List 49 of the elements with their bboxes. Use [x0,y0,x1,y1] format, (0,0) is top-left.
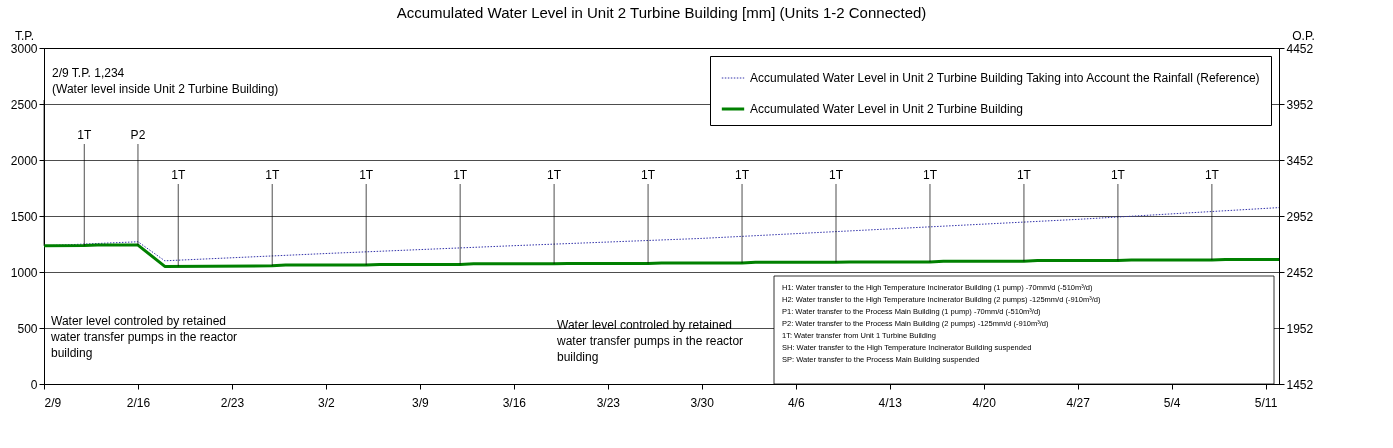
x-tick-label: 2/23 [220,395,245,410]
x-tick-label: 3/30 [690,395,715,410]
legend-label: Accumulated Water Level in Unit 2 Turbine Building Taking into Account the Rainfall (Reference) [750,71,1260,85]
x-tick-label: 4/20 [972,395,997,410]
y2-tick-label: 1952 [1286,321,1314,336]
y-tick-label: 1000 [10,265,38,280]
x-tick-label: 3/2 [318,395,336,410]
x-tick-label: 2/9 [44,395,62,410]
annotation: 1T [1204,168,1220,182]
y-tick-label: 2500 [10,97,38,112]
y-tick-label: 0 [30,377,38,392]
x-tick-label: 5/11 [1254,395,1278,410]
legend-label: Accumulated Water Level in Unit 2 Turbine Building [750,102,1024,116]
y-tick-label: 3000 [10,41,38,56]
y-axis-title: T.P. [14,28,35,43]
annotation: 1T [77,128,92,142]
annotation: 1T [641,168,656,182]
y2-tick-label: 2952 [1286,209,1314,224]
x-tick-label: 5/4 [1163,395,1181,410]
y2-tick-label: 3452 [1286,153,1314,168]
x-tick-label: 3/23 [596,395,621,410]
y2-tick-label: 3952 [1286,97,1314,112]
y2-tick-label: 4452 [1286,41,1314,56]
y-tick-label: 500 [17,321,38,336]
annotation: 1T [171,168,186,182]
x-tick-label: 2/16 [126,395,151,410]
annotation: 1T [359,168,374,182]
annotation: 1T [453,168,468,182]
y2-tick-label: 2452 [1286,265,1314,280]
annotation: 1T [922,168,938,182]
y2-tick-label: 1452 [1286,377,1314,392]
annotation: 2/9 T.P. 1,234 (Water level inside Unit 2 Turbine Building) [52,66,279,96]
x-tick-label: 3/9 [412,395,430,410]
annotation: 1T [735,168,750,182]
annotation: 1T [1110,168,1126,182]
x-tick-label: 4/13 [878,395,903,410]
annotation: 1T [1016,168,1032,182]
x-tick-label: 4/6 [787,395,805,410]
annotation: Water level controled by retained water transfer pumps in the reactor building [50,314,238,360]
annotation: 1T [265,168,280,182]
y-tick-label: 2000 [10,153,38,168]
annotation: 1T [547,168,562,182]
x-tick-label: 3/16 [502,395,527,410]
y-tick-label: 1500 [10,209,38,224]
x-tick-label: 4/27 [1066,395,1091,410]
chart-title: Accumulated Water Level in Unit 2 Turbine Building [mm] (Units 1-2 Connected) [396,4,927,21]
y2-axis-title: O.P. [1292,28,1315,43]
annotation: 1T [829,168,844,182]
annotation: P2 [130,128,146,142]
